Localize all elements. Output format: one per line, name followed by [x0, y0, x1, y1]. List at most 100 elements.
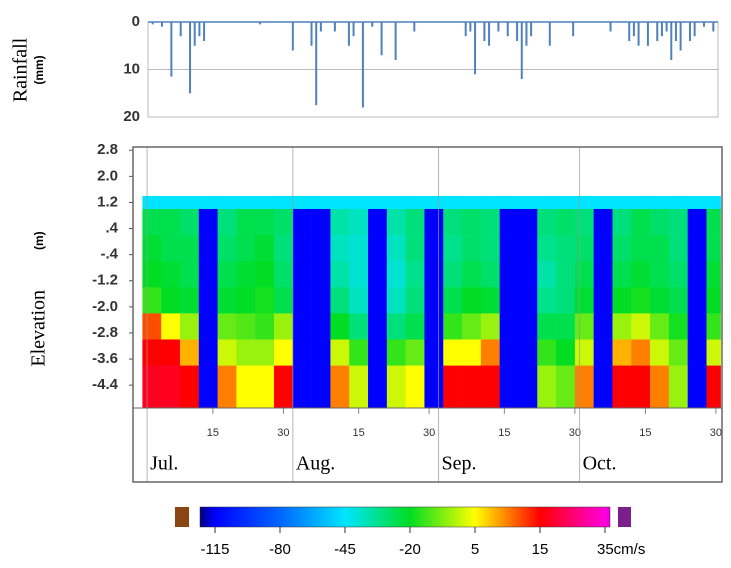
heat-cell: [142, 313, 162, 340]
heat-cell: [499, 287, 519, 314]
x-tick-label: 30: [423, 427, 435, 439]
heat-cell: [405, 235, 425, 262]
heat-cell: [443, 339, 463, 366]
heat-cell: [368, 339, 388, 366]
heat-cell: [574, 261, 594, 288]
heat-cell: [593, 208, 613, 236]
heat-cell: [368, 208, 388, 236]
rain-bar: [203, 22, 206, 41]
heat-cell: [292, 261, 312, 288]
heat-cell: [198, 365, 218, 409]
heat-cell: [217, 339, 237, 366]
y-tick-label: 20: [123, 108, 140, 125]
heat-cell: [574, 313, 594, 340]
rainfall-unit: (mm): [32, 55, 46, 84]
heat-cell: [612, 208, 632, 236]
heat-cell: [631, 261, 651, 288]
rain-bar: [637, 22, 640, 46]
heat-cell: [330, 208, 350, 236]
x-tick-label: 15: [353, 427, 365, 439]
heat-cell: [480, 339, 500, 366]
heat-cell: [612, 261, 632, 288]
heat-cell: [668, 313, 688, 340]
heat-cell: [518, 261, 538, 288]
rain-bar: [469, 22, 472, 32]
heat-cell: [706, 365, 721, 409]
heat-cell: [499, 195, 519, 210]
heat-cell: [480, 195, 500, 210]
heat-cell: [593, 235, 613, 262]
colorbar-tick-label: -115: [201, 541, 230, 558]
heat-cell: [255, 365, 275, 409]
heat-cell: [593, 287, 613, 314]
heat-cell: [142, 339, 162, 366]
elevation-label: Elevation: [28, 290, 50, 367]
rain-bar: [198, 22, 201, 37]
heat-cell: [537, 339, 557, 366]
heat-cell: [161, 287, 181, 314]
month-label: Jul.: [150, 453, 178, 475]
heat-cell: [612, 287, 632, 314]
heat-cell: [650, 235, 670, 262]
rain-bar: [394, 22, 397, 60]
heat-cell: [236, 313, 256, 340]
heat-cell: [480, 287, 500, 314]
x-tick-label: 15: [639, 427, 651, 439]
heat-cell: [405, 313, 425, 340]
heat-cell: [499, 365, 519, 409]
heat-cell: [424, 235, 444, 262]
rain-bar: [609, 22, 612, 32]
under-swatch: [175, 507, 189, 527]
heat-cell: [556, 287, 576, 314]
heat-cell: [386, 235, 406, 262]
heat-cell: [631, 365, 651, 409]
heat-cell: [274, 287, 294, 314]
heat-cell: [255, 195, 275, 210]
heat-cell: [650, 195, 670, 210]
heat-cell: [462, 313, 482, 340]
heat-cell: [462, 235, 482, 262]
heat-cell: [631, 287, 651, 314]
heat-cell: [274, 365, 294, 409]
rain-bar: [665, 22, 668, 32]
y-tick-label: -3.6: [92, 350, 118, 367]
heat-cell: [330, 195, 350, 210]
heat-cell: [198, 313, 218, 340]
heat-cell: [405, 261, 425, 288]
heat-cell: [255, 261, 275, 288]
heat-cell: [349, 195, 369, 210]
heat-cell: [386, 195, 406, 210]
heat-cell: [180, 235, 200, 262]
heat-cell: [405, 195, 425, 210]
y-tick-label: 2.8: [97, 141, 118, 158]
heat-cell: [612, 235, 632, 262]
heat-cell: [687, 261, 707, 288]
heat-cell: [368, 195, 388, 210]
rain-bar: [670, 22, 673, 60]
heat-cell: [424, 287, 444, 314]
heat-cell: [255, 339, 275, 366]
heat-cell: [612, 313, 632, 340]
heat-cell: [668, 208, 688, 236]
colorbar-tick-label: -45: [334, 541, 356, 558]
rain-bar: [161, 22, 164, 27]
heat-cell: [330, 365, 350, 409]
rain-bar: [259, 22, 262, 25]
heat-cell: [142, 235, 162, 262]
heat-cell: [217, 365, 237, 409]
y-tick-label: -2.0: [92, 298, 118, 315]
heat-cell: [537, 208, 557, 236]
heat-cell: [311, 365, 331, 409]
heat-cell: [537, 235, 557, 262]
rain-bar: [548, 22, 551, 46]
heat-cell: [236, 195, 256, 210]
heat-cell: [198, 339, 218, 366]
heat-cell: [518, 208, 538, 236]
heat-cell: [537, 195, 557, 210]
heat-cell: [480, 235, 500, 262]
heat-cell: [480, 365, 500, 409]
heat-cell: [518, 287, 538, 314]
heat-cell: [593, 261, 613, 288]
y-tick-label: 10: [123, 60, 140, 77]
heat-cell: [217, 208, 237, 236]
